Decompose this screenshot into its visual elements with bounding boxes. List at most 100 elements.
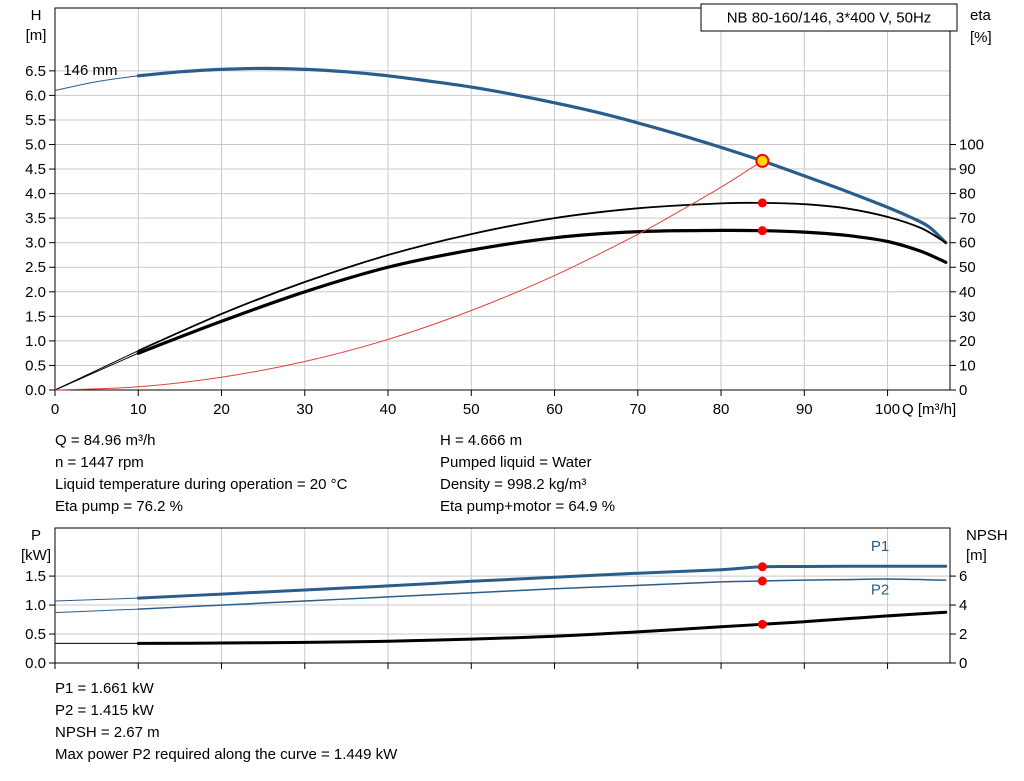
power-npsh-chart: 0.0 0.5 1.0 1.5 0 2 4 6 P [kW] NPSH [m] P1 P2: [21, 527, 1008, 672]
npsh-point: [757, 619, 767, 629]
p2-curve-lead-in: [54, 608, 139, 614]
axis-labels: P [kW] NPSH [m]: [21, 527, 1008, 564]
info-head: H = 4.666 m: [440, 432, 523, 449]
y-right-tick-label: 0: [959, 382, 967, 399]
y-right-tick-label: 90: [959, 161, 976, 178]
y-left-axis-label: [m]: [26, 27, 47, 44]
p1-point: [757, 562, 767, 572]
y-left-tick-label: 0.0: [25, 655, 46, 672]
x-tick-label: 90: [796, 401, 813, 418]
x-axis-label: Q [m³/h]: [902, 401, 956, 418]
y-left-tick-label: 1.5: [25, 568, 46, 585]
info-density: Density = 998.2 kg/m³: [440, 476, 587, 493]
duty-info-right-column: H = 4.666 m Pumped liquid = Water Densit…: [440, 430, 615, 518]
power-info-block: P1 = 1.661 kW P2 = 1.415 kW NPSH = 2.67 …: [55, 678, 397, 766]
y-right-tick-label: 80: [959, 186, 976, 203]
marker-points: [755, 153, 770, 236]
info-max-power: Max power P2 required along the curve = …: [55, 746, 398, 763]
y-right-axis-label: NPSH: [966, 527, 1008, 544]
info-p1: P1 = 1.661 kW: [55, 680, 154, 697]
x-tick-label: 80: [713, 401, 730, 418]
title-box: [700, 3, 958, 32]
axis-ticks: 0.0 0.5 1.0 1.5 0 2 4 6: [25, 568, 967, 672]
y-left-tick-label: 3.0: [25, 235, 46, 252]
y-right-tick-label: 0: [959, 655, 967, 672]
y-left-tick-label: 6.5: [25, 63, 46, 80]
eta-pump-curve: [137, 201, 947, 352]
impeller-label: 146 mm: [63, 62, 117, 79]
y-right-tick-label: 10: [959, 357, 976, 374]
p1-curve: [136, 564, 948, 600]
x-tick-label: 100: [875, 401, 900, 418]
marker-points: [757, 562, 767, 629]
p1-label: P1: [871, 538, 889, 555]
system-curve-lead-in: [54, 160, 763, 391]
x-tick-label: 40: [380, 401, 397, 418]
gridlines: [55, 8, 950, 390]
series: [54, 564, 948, 645]
p2-label: P2: [871, 582, 889, 599]
y-left-tick-label: 1.0: [25, 333, 46, 350]
eta-pump-point: [757, 198, 767, 208]
y-left-tick-label: 1.5: [25, 308, 46, 325]
y-right-tick-label: 50: [959, 259, 976, 276]
y-left-axis-label: P: [31, 527, 41, 544]
axis-labels: H [m] eta [%] Q [m³/h]: [26, 7, 992, 418]
series: [54, 66, 948, 391]
y-left-tick-label: 1.0: [25, 597, 46, 614]
y-left-tick-label: 2.5: [25, 259, 46, 276]
y-left-tick-label: 3.5: [25, 210, 46, 227]
p2-point: [757, 576, 767, 586]
y-left-tick-label: 0.5: [25, 626, 46, 643]
info-npsh: NPSH = 2.67 m: [55, 724, 160, 741]
eta-pump-motor-point: [757, 226, 767, 236]
info-speed: n = 1447 rpm: [55, 454, 144, 471]
x-tick-label: 10: [130, 401, 147, 418]
y-right-tick-label: 2: [959, 626, 967, 643]
y-right-tick-label: 70: [959, 210, 976, 227]
y-left-tick-label: 6.0: [25, 87, 46, 104]
y-right-tick-label: 20: [959, 333, 976, 350]
eta-pump-motor-curve-lead-in: [54, 352, 139, 391]
y-left-tick-label: 5.5: [25, 112, 46, 129]
eta-pump-motor-curve: [136, 228, 948, 355]
duty-info-left-column: Q = 84.96 m³/h n = 1447 rpm Liquid tempe…: [55, 430, 347, 518]
x-tick-label: 30: [296, 401, 313, 418]
y-left-axis-label: H: [31, 7, 42, 24]
gridlines: [55, 528, 950, 663]
info-eta-pump-motor: Eta pump+motor = 64.9 %: [440, 498, 616, 515]
info-flow: Q = 84.96 m³/h: [55, 432, 156, 449]
y-right-tick-label: 6: [959, 568, 967, 585]
chart-title: NB 80-160/146, 3*400 V, 50Hz: [727, 10, 932, 27]
plot-frame: [54, 7, 951, 391]
y-right-tick-label: 100: [959, 136, 984, 153]
y-right-tick-label: 40: [959, 284, 976, 301]
duty-point: [755, 153, 770, 168]
info-liquid-temperature: Liquid temperature during operation = 20…: [55, 476, 348, 493]
x-tick-label: 20: [213, 401, 230, 418]
y-left-tick-label: 2.0: [25, 284, 46, 301]
x-tick-label: 50: [463, 401, 480, 418]
p2-curve: [137, 578, 947, 610]
y-right-tick-label: 30: [959, 308, 976, 325]
p1-curve-lead-in: [54, 597, 139, 602]
y-left-tick-label: 4.0: [25, 186, 46, 203]
qh-eta-chart: 0.0 0.5 1.0 1.5 2.0 2.5 3.0 3.5 4.0 4.5 5.0 5.5 6.0 6…: [25, 3, 992, 418]
x-tick-label: 70: [629, 401, 646, 418]
npsh-curve: [136, 610, 948, 645]
y-right-axis-label: [m]: [966, 547, 987, 564]
y-left-tick-label: 5.0: [25, 136, 46, 153]
y-right-axis-label: [%]: [970, 29, 992, 46]
y-left-tick-label: 4.5: [25, 161, 46, 178]
y-right-axis-label: eta: [970, 7, 992, 24]
y-right-tick-label: 4: [959, 597, 967, 614]
axis-ticks: 0.0 0.5 1.0 1.5 2.0 2.5 3.0 3.5 4.0 4.5 5.0 5.5 6.0 6…: [25, 63, 984, 418]
info-eta-pump: Eta pump = 76.2 %: [55, 498, 183, 515]
x-tick-label: 0: [51, 401, 59, 418]
head-curve-146mm: [136, 66, 948, 245]
y-left-axis-label: [kW]: [21, 547, 51, 564]
head-curve-146mm-lead-in: [54, 75, 139, 91]
y-left-tick-label: 0.0: [25, 382, 46, 399]
x-tick-label: 60: [546, 401, 563, 418]
